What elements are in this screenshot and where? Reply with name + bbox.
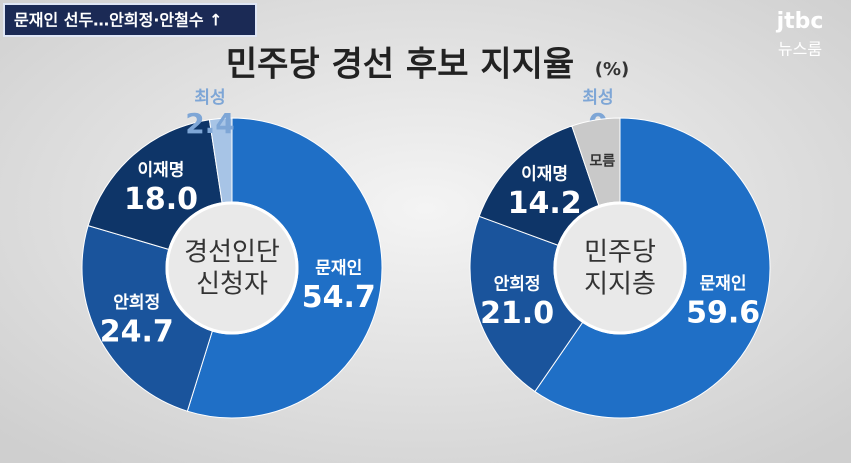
value-label: 21.0 <box>480 296 554 331</box>
logo-program: 뉴스룸 <box>778 40 822 59</box>
center-label: 신청자 <box>196 270 268 300</box>
value-label: 24.7 <box>100 314 174 349</box>
center-label: 민주당 <box>584 238 656 268</box>
category-label: 문재인 <box>315 258 362 278</box>
category-label: 안희정 <box>113 293 160 313</box>
title: 민주당 경선 후보 지지율 <box>226 45 574 85</box>
unit: (%) <box>595 59 630 80</box>
value-label: 2.4 <box>185 107 235 140</box>
category-label: 모름 <box>590 153 616 169</box>
category-label: 최성 <box>194 88 225 108</box>
value-label: 59.6 <box>686 296 760 331</box>
value-label: 54.7 <box>302 280 376 315</box>
caption: 문재인 선두…안희정·안철수 ↑ <box>14 11 223 30</box>
donut-hole <box>553 201 687 335</box>
category-label: 최성 <box>582 88 613 108</box>
category-label: 이재명 <box>138 161 185 181</box>
value-label: 18.0 <box>124 182 198 217</box>
center-label: 지지층 <box>584 270 656 300</box>
value-label: 14.2 <box>508 186 582 221</box>
logo-brand: jtbc <box>776 9 824 34</box>
caption-box <box>3 3 257 37</box>
category-label: 이재명 <box>521 165 568 185</box>
center-label: 경선인단 <box>184 238 280 268</box>
donut-hole <box>165 201 299 335</box>
category-label: 문재인 <box>700 274 747 294</box>
category-label: 안희정 <box>494 275 541 295</box>
